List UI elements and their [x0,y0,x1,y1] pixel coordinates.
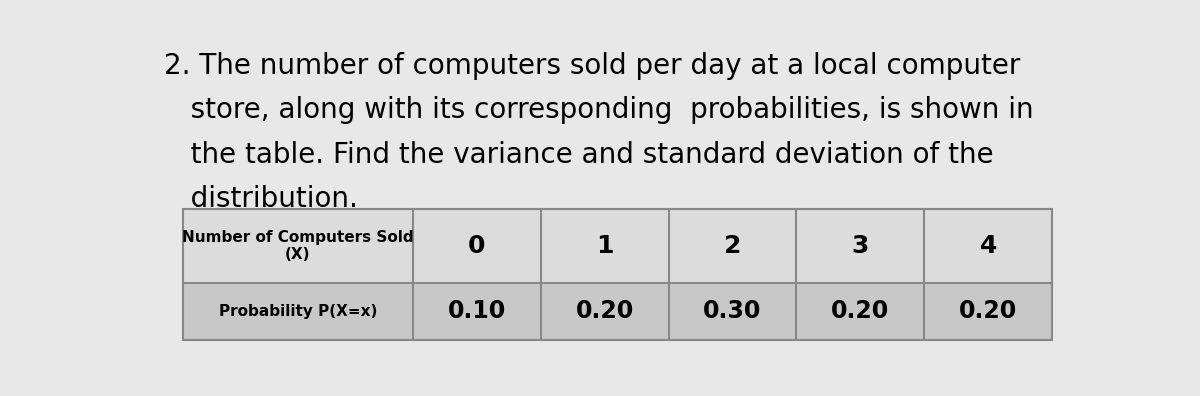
Text: the table. Find the variance and standard deviation of the: the table. Find the variance and standar… [164,141,994,169]
Text: store, along with its corresponding  probabilities, is shown in: store, along with its corresponding prob… [164,96,1033,124]
Text: 0.20: 0.20 [576,299,634,324]
Text: 0.20: 0.20 [959,299,1018,324]
Text: Probability P(X=x): Probability P(X=x) [218,304,377,319]
Text: 0.10: 0.10 [448,299,506,324]
Text: distribution.: distribution. [164,185,358,213]
Bar [182,209,1052,340]
Bar [182,283,1052,340]
Text: Number of Computers Sold
(X): Number of Computers Sold (X) [182,230,414,262]
Bar [182,209,1052,283]
Text: 2: 2 [724,234,742,258]
Text: 0.30: 0.30 [703,299,762,324]
Text: 1: 1 [596,234,613,258]
Text: 2. The number of computers sold per day at a local computer: 2. The number of computers sold per day … [164,52,1020,80]
Text: 3: 3 [852,234,869,258]
Text: 4: 4 [979,234,997,258]
Text: 0.20: 0.20 [832,299,889,324]
Text: 0: 0 [468,234,486,258]
